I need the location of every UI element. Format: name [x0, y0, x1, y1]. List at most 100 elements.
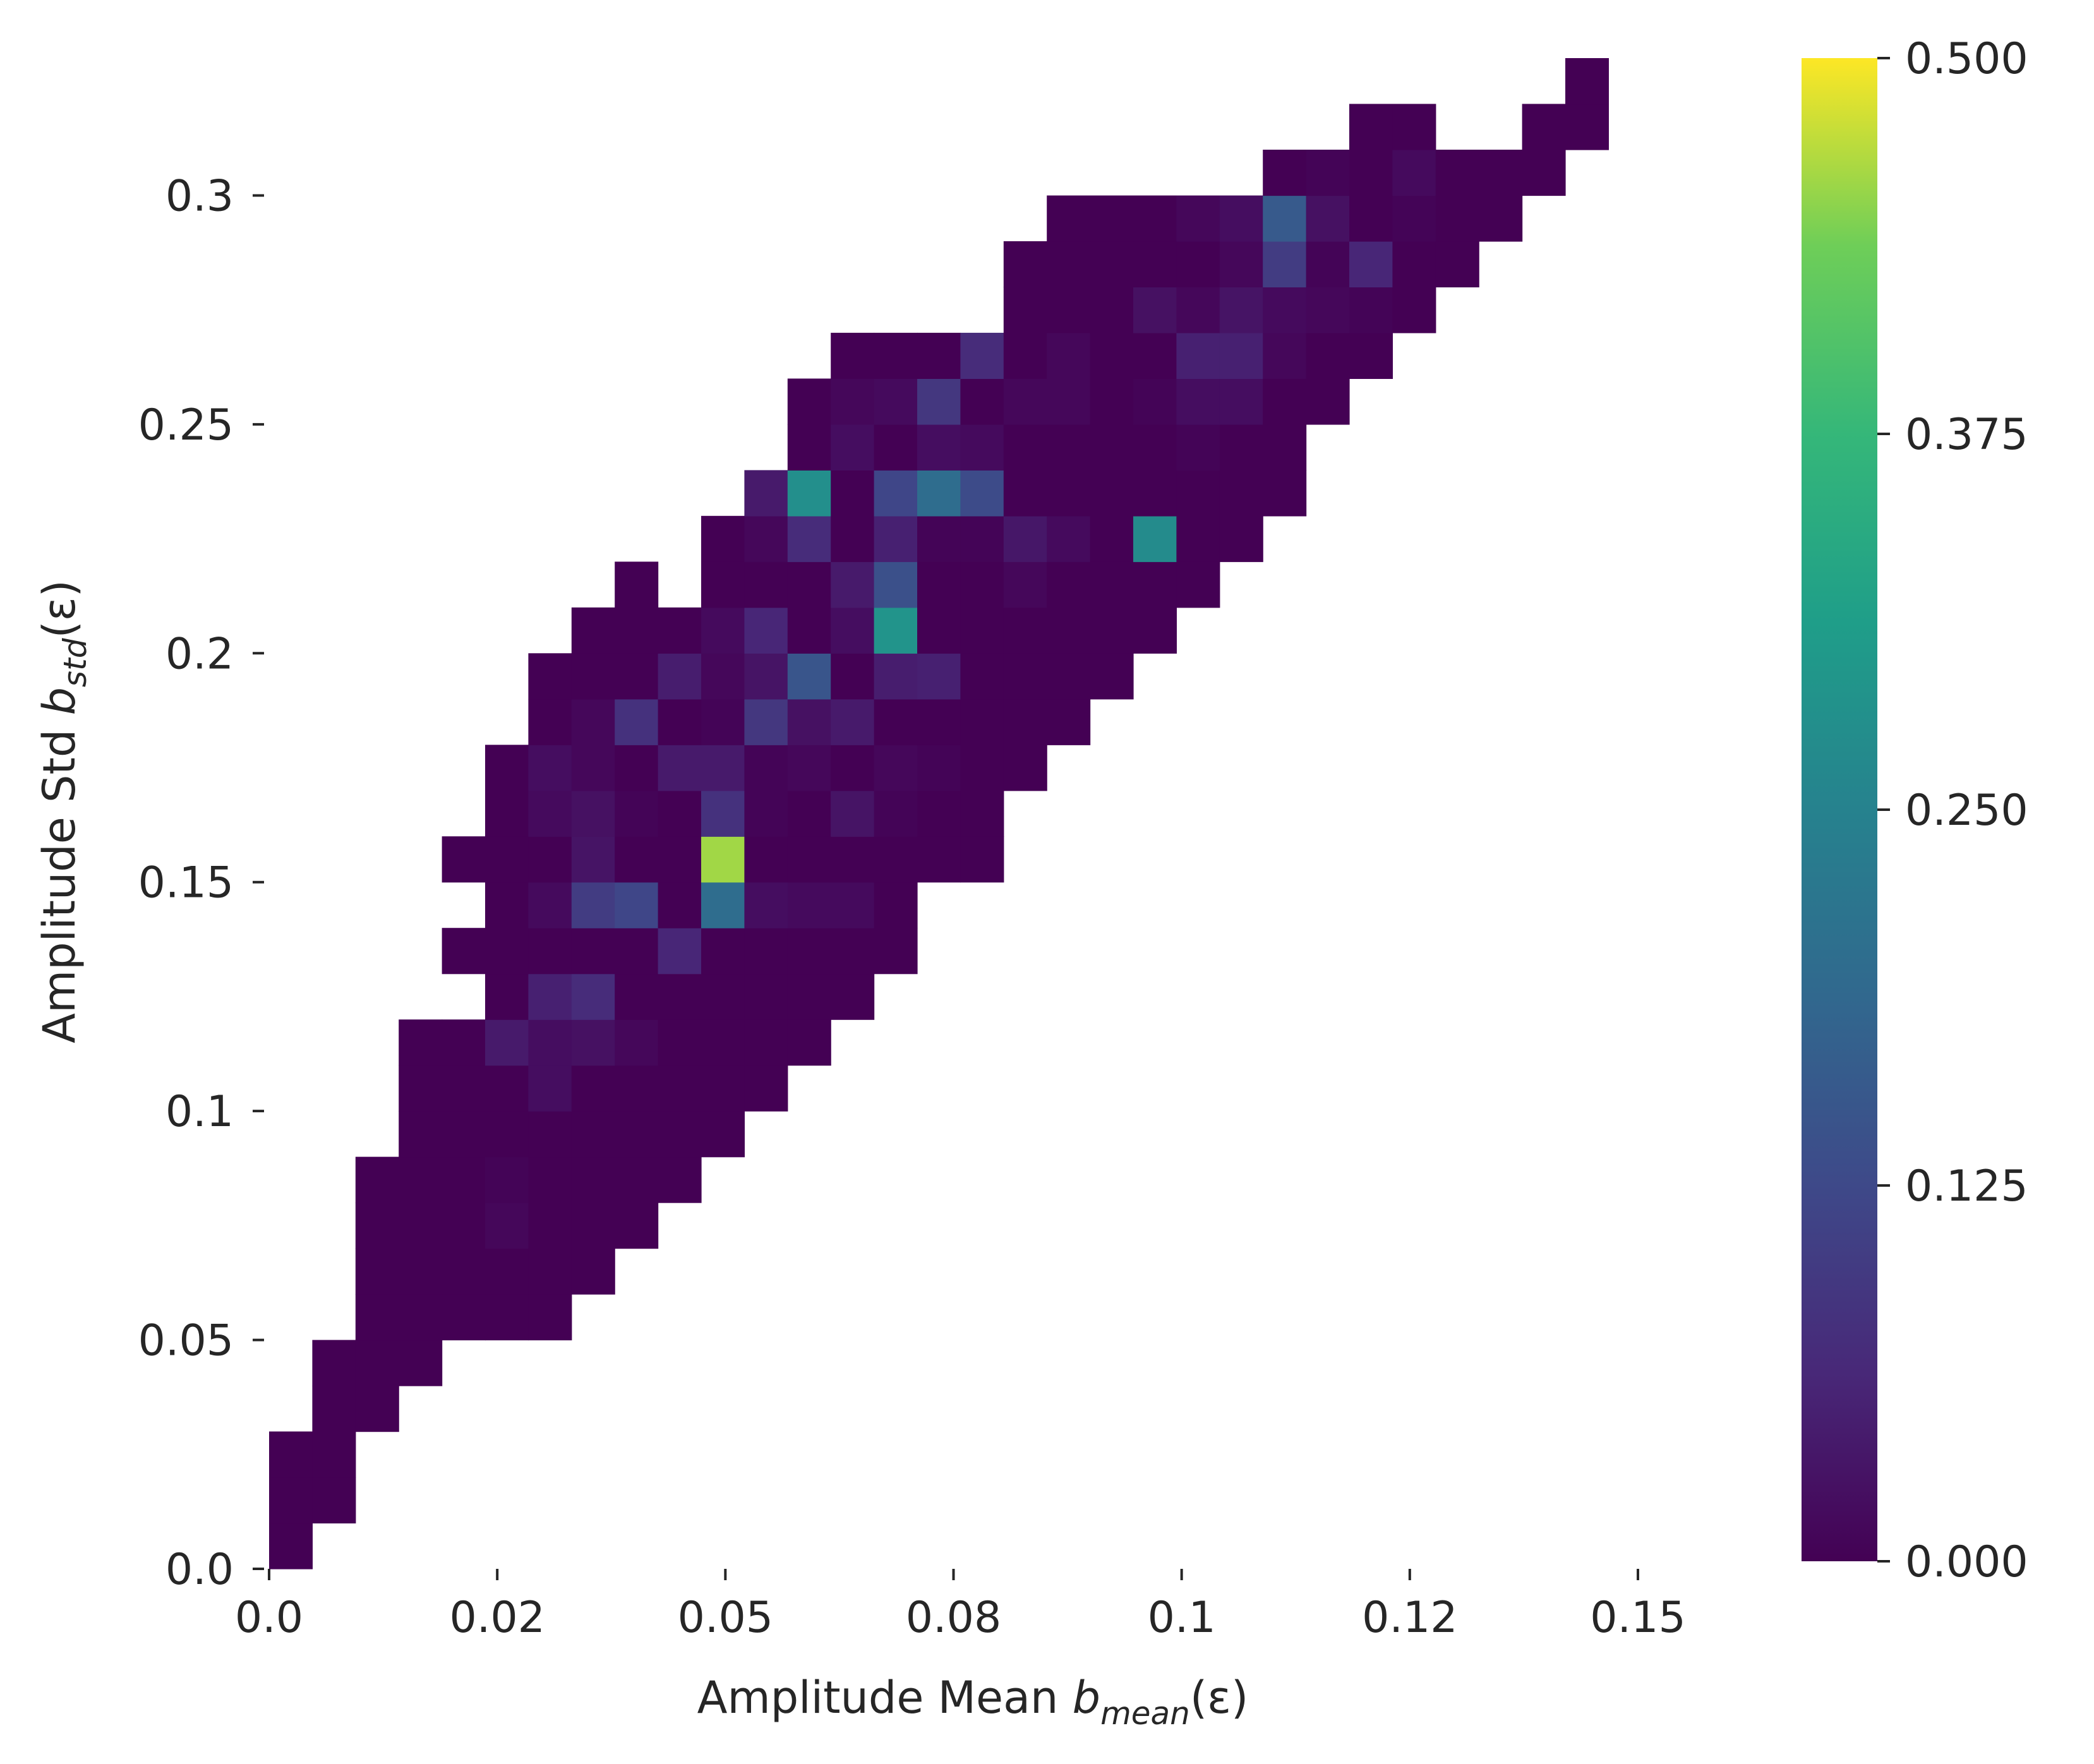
heatmap-cell [1047, 332, 1091, 379]
heatmap-cell [615, 836, 659, 883]
heatmap-cell [874, 882, 918, 928]
heatmap-cell [528, 1248, 572, 1295]
heatmap-cell [485, 928, 529, 975]
heatmap-cell [874, 745, 918, 791]
x-axis: 0.0 0.02 0.05 0.08 0.1 0.12 0.15 [235, 1569, 1686, 1643]
heatmap-cell [485, 836, 529, 883]
heatmap-cell [571, 1111, 615, 1158]
heatmap-cell [1392, 241, 1436, 287]
heatmap-cell [571, 1203, 615, 1249]
colorbar-tick-label: 0.500 [1905, 34, 2028, 84]
heatmap-cell [1392, 104, 1436, 150]
heatmap-cell [960, 745, 1004, 791]
heatmap-cell [1176, 241, 1220, 287]
heatmap-cell [1003, 241, 1047, 287]
heatmap-cell [269, 1523, 313, 1569]
heatmap-cell [1176, 287, 1220, 333]
heatmap-cell [528, 699, 572, 745]
heatmap-cell [831, 653, 875, 700]
heatmap-cell [917, 653, 961, 700]
x-axis-label: Amplitude Mean bmean(ε) [697, 1672, 1249, 1732]
heatmap-cell [917, 515, 961, 562]
heatmap-cell [1306, 332, 1350, 379]
heatmap-cell [615, 1065, 659, 1112]
y-tick-label: 0.2 [165, 629, 234, 679]
heatmap-cell [744, 973, 788, 1020]
heatmap-cell [1133, 515, 1177, 562]
heatmap-cell [1479, 195, 1523, 242]
heatmap-cell [744, 515, 788, 562]
heatmap-cell [1003, 332, 1047, 379]
heatmap-cell [701, 836, 745, 883]
heatmap-cell [615, 561, 659, 608]
heatmap-cell [485, 1294, 529, 1341]
heatmap-cell [1003, 607, 1047, 654]
heatmap-cell [1306, 241, 1350, 287]
heatmap-cell [787, 653, 831, 700]
heatmap-cell [917, 424, 961, 471]
heatmap-cell [1133, 241, 1177, 287]
heatmap-cell [442, 928, 486, 975]
heatmap-cell [787, 1019, 831, 1066]
heatmap-cell [744, 470, 788, 517]
heatmap-cell [658, 790, 702, 837]
heatmap-cell [528, 745, 572, 791]
heatmap-cell [701, 790, 745, 837]
y-tick-label: 0.15 [138, 858, 234, 908]
heatmap-cell [1133, 287, 1177, 333]
heatmap-cell [485, 790, 529, 837]
heatmap-cell [1047, 653, 1091, 700]
heatmap-cell [1219, 515, 1263, 562]
x-axis-label-symbol: b [1073, 1672, 1100, 1724]
heatmap-cell [917, 836, 961, 883]
heatmap-cell [874, 332, 918, 379]
heatmap-cell [787, 790, 831, 837]
x-tick-label: 0.02 [449, 1593, 545, 1643]
heatmap-cell [1435, 195, 1479, 242]
heatmap-cell [744, 882, 788, 928]
heatmap-cell [269, 1431, 313, 1478]
heatmap-cell [1263, 424, 1307, 471]
heatmap-cell [442, 1065, 486, 1112]
heatmap-cell [831, 515, 875, 562]
heatmap-cell [1219, 378, 1263, 425]
heatmap-cell [1003, 515, 1047, 562]
heatmap-cell [1306, 195, 1350, 242]
heatmap-cell [1349, 195, 1393, 242]
heatmap-cell [744, 607, 788, 654]
heatmap-cell [571, 928, 615, 975]
heatmap-cell [917, 561, 961, 608]
heatmap-cell [960, 378, 1004, 425]
heatmap-cell [269, 1477, 313, 1524]
x-tick-label: 0.12 [1362, 1593, 1457, 1643]
heatmap-cell [1133, 470, 1177, 517]
heatmap-cell [571, 882, 615, 928]
heatmap-cell [658, 836, 702, 883]
heatmap-cell [528, 1065, 572, 1112]
heatmap-cell [701, 607, 745, 654]
heatmap-cell [831, 882, 875, 928]
heatmap-cell [615, 1156, 659, 1203]
heatmap-cell [399, 1294, 443, 1341]
heatmap-cell [787, 836, 831, 883]
heatmap-cell [615, 699, 659, 745]
heatmap-cell [1133, 424, 1177, 471]
heatmap-cell [355, 1294, 399, 1341]
heatmap-cell [1003, 745, 1047, 791]
heatmap-cell [1090, 241, 1134, 287]
heatmap-cell [1090, 515, 1134, 562]
heatmap-cell [960, 561, 1004, 608]
heatmap-cell [355, 1340, 399, 1386]
heatmap-cell [399, 1203, 443, 1249]
heatmap-cell [399, 1019, 443, 1066]
heatmap-cell [1047, 424, 1091, 471]
heatmap-cell [744, 561, 788, 608]
heatmap-cell [960, 790, 1004, 837]
heatmap-cell [1392, 150, 1436, 196]
heatmap-cell [960, 607, 1004, 654]
heatmap-cell [442, 1019, 486, 1066]
heatmap-cell [1306, 287, 1350, 333]
heatmap-cell [1392, 195, 1436, 242]
heatmap-cell [1176, 515, 1220, 562]
colorbar-tick-label: 0.125 [1905, 1161, 2028, 1211]
